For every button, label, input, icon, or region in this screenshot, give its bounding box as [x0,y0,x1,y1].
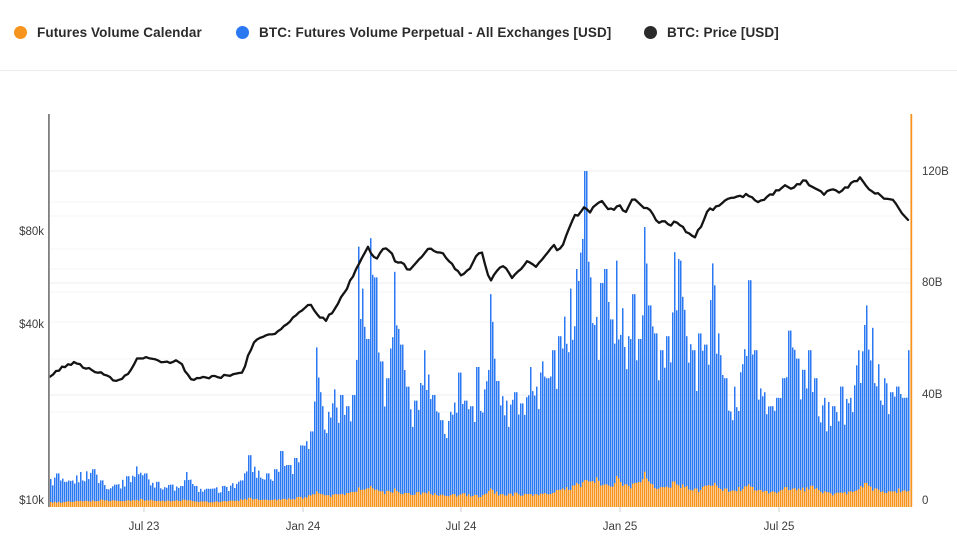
x-tick-label: Jul 23 [128,521,160,533]
legend-item-btc-price[interactable]: BTC: Price [USD] [644,24,779,40]
x-tick-label: Jan 24 [285,521,321,533]
legend-label-futures-volume-perpetual: BTC: Futures Volume Perpetual - All Exch… [259,24,612,40]
left-price-axis-line [48,114,50,507]
legend-item-futures-volume-calendar[interactable]: Futures Volume Calendar [14,24,202,40]
chart-legend: Futures Volume Calendar BTC: Futures Vol… [0,0,957,70]
x-tick-label: Jan 25 [602,521,638,533]
legend-item-futures-volume-perpetual[interactable]: BTC: Futures Volume Perpetual - All Exch… [236,24,612,40]
y-left-tick-label: $80k [19,226,44,238]
calendar-volume-bars [50,471,910,507]
blue-series-dot-icon [236,25,249,39]
legend-divider [0,70,957,71]
y-right-tick-label: 80B [922,277,943,289]
legend-label-btc-price: BTC: Price [USD] [667,24,779,40]
perpetual-volume-bars [50,171,910,507]
y-right-tick-label: 120B [922,166,949,178]
y-right-tick-label: 0 [922,495,929,507]
y-left-tick-label: $40k [19,319,44,331]
black-series-dot-icon [644,25,657,39]
y-right-tick-label: 40B [922,389,943,401]
legend-label-futures-volume-calendar: Futures Volume Calendar [37,24,202,40]
orange-series-dot-icon [14,25,27,39]
x-tick-label: Jul 25 [763,521,795,533]
y-left-tick-label: $10k [19,495,44,507]
x-tick-label: Jul 24 [445,521,477,533]
btc-price-line [48,176,910,383]
right-volume-axis-line [910,114,913,507]
